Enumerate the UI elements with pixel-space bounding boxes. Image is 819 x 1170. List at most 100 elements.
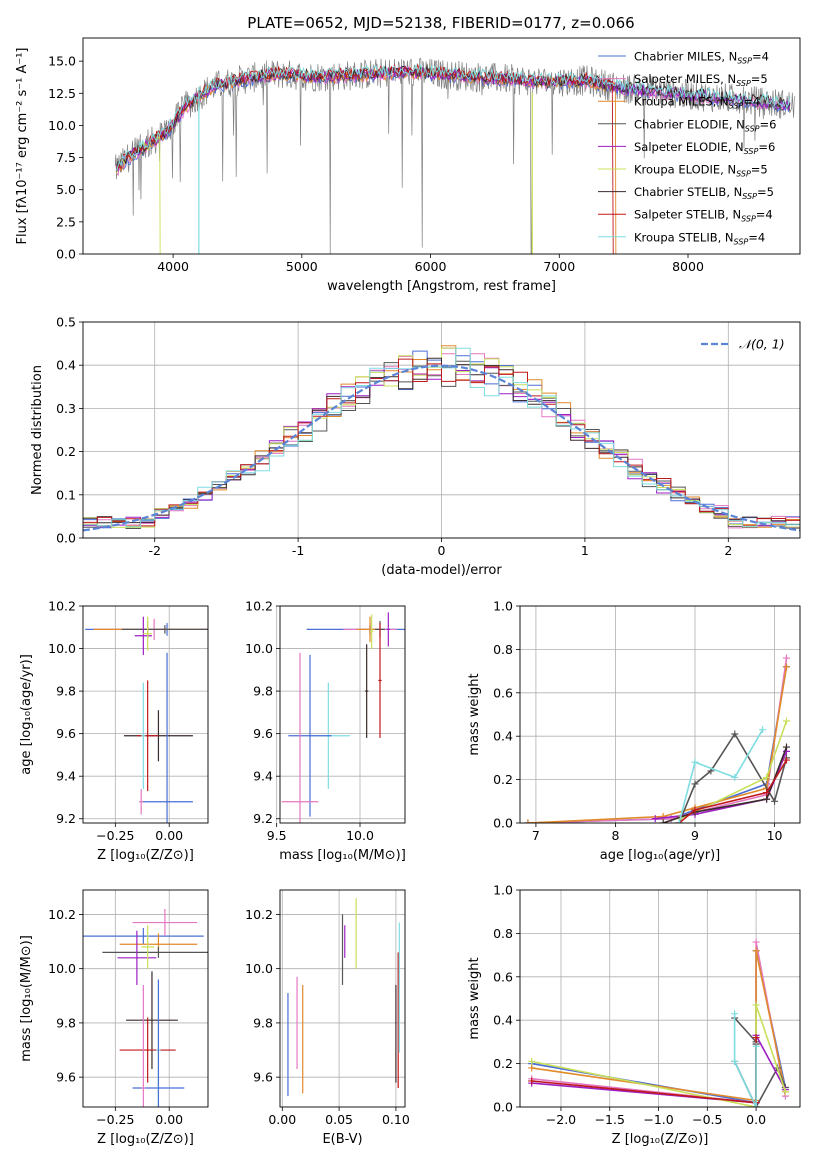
x-tick-label: 9.5 (267, 828, 287, 843)
spectrum-frame (82, 37, 801, 255)
legend-label: Chabrier ELODIE, NSSP=6 (634, 117, 776, 133)
y-tick-label: 9.6 (253, 726, 273, 741)
weight-line (678, 732, 788, 823)
weight_vs_Z-plot-area (528, 938, 789, 1107)
x-tick-label: 8000 (672, 259, 704, 274)
weight-marker (752, 1042, 760, 1050)
y-tick-label: 9.4 (56, 769, 76, 784)
weight_vs_age-plot-area (524, 654, 790, 823)
y-axis-label: age [log₁₀(age/yr)] (19, 654, 34, 775)
weight-marker (752, 1103, 760, 1107)
legend-label: Kroupa STELIB, NSSP=4 (634, 230, 765, 246)
weight-marker (675, 819, 683, 823)
weight-marker (782, 717, 790, 725)
x-tick-label: 0 (438, 543, 446, 558)
x-tick-label: −1.5 (595, 1112, 625, 1127)
x-tick-label: −0.5 (692, 1112, 722, 1127)
x-tick-label: −2.0 (546, 1112, 576, 1127)
age_vs_Z-frame (82, 605, 209, 824)
x-tick-label: 10 (767, 828, 783, 843)
x-axis-label: Z [log₁₀(Z/Z⊙)] (97, 848, 194, 863)
legend-subscript: SSP (736, 79, 751, 88)
y-tick-label: 10.0 (48, 118, 76, 133)
age_vs_mass-plot-area (281, 612, 405, 823)
mass_vs_ebv-panel: 0.00 0.05 0.10 9.6 9.8 10.0 10.2 E(B-V) (245, 889, 410, 1147)
spectrum-model-line (116, 63, 614, 254)
weight-line (734, 1017, 787, 1107)
normal-reference-curve (83, 364, 800, 532)
legend-subscript: SSP (742, 192, 757, 201)
legend-label: Chabrier STELIB, NSSP=5 (634, 185, 774, 201)
y-axis-label: mass weight (467, 673, 482, 755)
x-tick-label: 0.05 (325, 1112, 353, 1127)
weight-marker (782, 654, 790, 662)
y-tick-label: 0.1 (56, 487, 76, 502)
weight-marker (782, 743, 790, 751)
residual-legend: 𝒩(0, 1) (701, 337, 785, 352)
age_vs_Z-panel: −0.25 0.00 9.2 9.4 9.6 9.8 10.0 10.2 Z [log₁₀(Z/… (19, 599, 209, 863)
residual-histogram (83, 358, 800, 527)
weight-marker (691, 758, 699, 766)
residual-histogram (83, 357, 800, 525)
mass_vs_Z-plot-area (83, 908, 208, 1107)
y-tick-label: 9.6 (56, 726, 76, 741)
y-tick-label: 10.2 (245, 907, 273, 922)
x-tick-label: 0.00 (155, 828, 183, 843)
y-tick-label: 9.2 (56, 811, 76, 826)
y-tick-label: 9.6 (56, 1070, 76, 1085)
spectrum-legend: Chabrier MILES, NSSP=4 Salpeter MILES, NS… (598, 50, 776, 246)
weight-marker (691, 780, 699, 788)
residuals-plot-area (83, 345, 800, 532)
y-tick-label: 9.6 (253, 1070, 273, 1085)
legend-subscript: SSP (736, 170, 751, 179)
x-tick-label: 8 (611, 828, 619, 843)
legend-value: =6 (758, 140, 775, 154)
weight-marker (528, 1064, 536, 1072)
x-tick-label: 0.00 (155, 1112, 183, 1127)
y-tick-label: 0.0 (56, 247, 76, 262)
mass_vs_ebv-frame (279, 889, 406, 1108)
legend-label: Salpeter STELIB, NSSP=4 (634, 208, 773, 224)
weight-marker (528, 1057, 536, 1065)
figure-title: PLATE=0652, MJD=52138, FIBERID=0177, z=0… (247, 14, 634, 32)
legend-value: =4 (752, 50, 769, 64)
y-tick-label: 9.2 (253, 811, 273, 826)
x-tick-label: 6000 (415, 259, 447, 274)
legend-subscript: SSP (741, 215, 756, 224)
y-tick-label: 0.6 (493, 685, 513, 700)
weight-marker (752, 947, 760, 955)
x-tick-label: 7000 (543, 259, 575, 274)
weight-marker (782, 663, 790, 671)
mass_vs_Z-panel: −0.25 0.00 9.6 9.8 10.0 10.2 Z [log₁₀(Z/Z⊙)] ma… (19, 889, 209, 1147)
age_vs_Z-plot-area (85, 616, 208, 823)
x-tick-label: 2 (724, 543, 732, 558)
y-tick-label: 0.4 (493, 1013, 513, 1028)
weight-marker (731, 773, 739, 781)
y-tick-label: 1.0 (493, 883, 513, 898)
legend-label: Kroupa ELODIE, NSSP=5 (634, 163, 768, 179)
weight-marker (659, 819, 667, 823)
weight-marker (752, 938, 760, 946)
y-tick-label: 7.5 (56, 150, 76, 165)
legend-value: =4 (756, 208, 773, 222)
weight_vs_age-frame (519, 605, 801, 824)
x-tick-label: 1 (581, 543, 589, 558)
y-axis-label: Normed distribution (30, 365, 45, 495)
weight-marker (752, 1034, 760, 1042)
legend-subscript: SSP (744, 147, 759, 156)
legend-label: Chabrier MILES, NSSP=4 (634, 50, 769, 66)
legend-label: Salpeter MILES, NSSP=5 (634, 72, 768, 88)
x-tick-label: 4000 (157, 259, 189, 274)
y-tick-label: 2.5 (56, 214, 76, 229)
weight-marker (752, 1001, 760, 1009)
y-tick-label: 10.0 (48, 961, 76, 976)
x-tick-label: 0.10 (382, 1112, 410, 1127)
weight-marker (731, 1057, 739, 1065)
y-tick-label: 10.0 (48, 641, 76, 656)
x-tick-label: 0.0 (746, 1112, 766, 1127)
weight-marker (782, 756, 790, 764)
weight-marker (763, 789, 771, 797)
legend-subscript: SSP (729, 102, 744, 111)
y-tick-label: 9.4 (253, 769, 273, 784)
age_vs_mass-frame (279, 605, 406, 824)
